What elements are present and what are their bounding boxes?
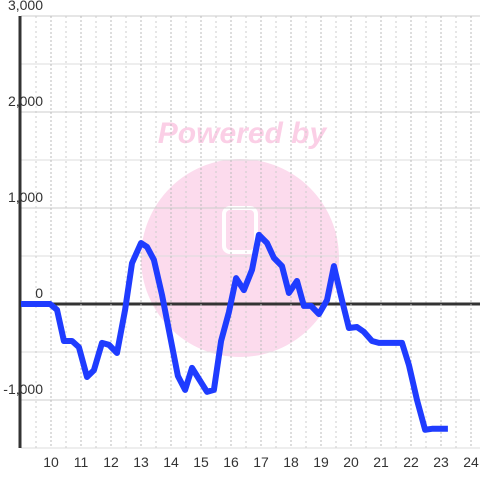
x-tick-label: 13	[133, 454, 149, 470]
x-tick-label: 10	[43, 454, 59, 470]
x-tick-label: 12	[103, 454, 119, 470]
x-tick-label: 15	[193, 454, 209, 470]
x-tick-label: 24	[463, 454, 479, 470]
y-tick-label: 1,000	[8, 189, 43, 205]
x-tick-label: 20	[343, 454, 359, 470]
x-tick-label: 11	[74, 454, 89, 470]
watermark-text: Powered by	[158, 117, 328, 150]
x-tick-label: 18	[283, 454, 299, 470]
x-tick-label: 19	[313, 454, 329, 470]
x-tick-label: 21	[373, 454, 389, 470]
y-tick-label: -1,000	[3, 381, 43, 397]
data-line	[21, 231, 448, 433]
x-tick-label: 17	[253, 454, 269, 470]
x-tick-label: 22	[403, 454, 419, 470]
x-tick-label: 16	[223, 454, 239, 470]
y-tick-label: 3,000	[8, 0, 43, 13]
x-tick-label: 14	[163, 454, 179, 470]
x-tick-label: 23	[433, 454, 449, 470]
y-tick-label: 0	[35, 285, 43, 301]
y-tick-label: 2,000	[8, 93, 43, 109]
